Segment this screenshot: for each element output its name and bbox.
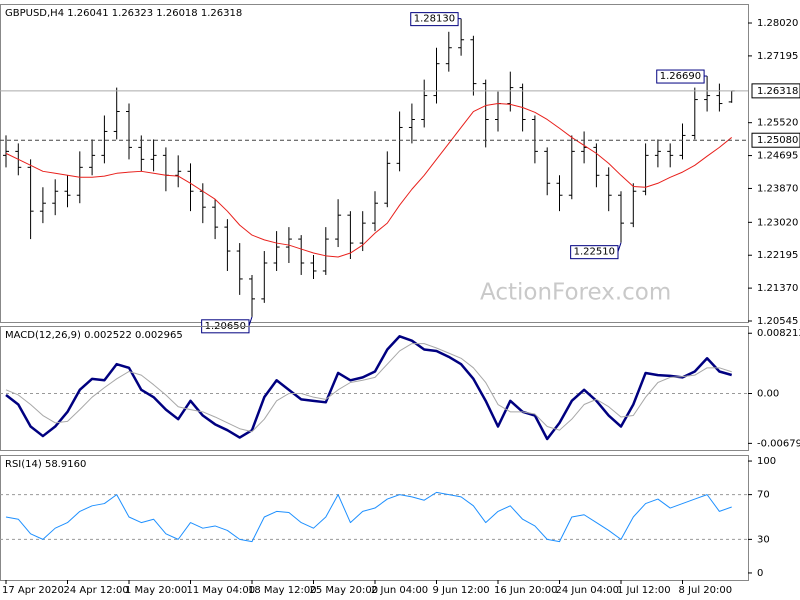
panel-title: MACD(12,26,9) 0.002522 0.002965 xyxy=(5,330,183,341)
panel-frame xyxy=(0,326,749,451)
x-tick-label: 16 Jun 20:00 xyxy=(494,585,558,596)
y-tick-label: 1.23870 xyxy=(757,183,798,194)
price-label-box xyxy=(751,83,800,99)
series-line xyxy=(5,335,733,441)
price-label: 1.26318 xyxy=(757,86,798,97)
x-tick-label: 8 Jul 20:00 xyxy=(679,585,733,596)
x-tick-label: 18 May 12:00 xyxy=(248,585,317,596)
y-tick-label: -0.006796 xyxy=(757,438,800,449)
y-tick-label: 0.008213 xyxy=(757,328,800,339)
x-tick-label: 1 May 20:00 xyxy=(125,585,187,596)
price-label: 1.25080 xyxy=(757,135,798,146)
panel-title: RSI(14) 58.9160 xyxy=(5,459,86,470)
watermark: ActionForex.com xyxy=(480,280,671,306)
y-tick-label: 1.22195 xyxy=(757,250,798,261)
annotation-leader xyxy=(617,242,622,252)
y-tick-label: 1.23020 xyxy=(757,217,798,228)
annotation-label: 1.28130 xyxy=(414,14,455,25)
series-line xyxy=(5,103,733,258)
annotation-label: 1.26690 xyxy=(660,71,701,82)
price-label-box xyxy=(751,132,800,148)
x-tick-label: 17 Apr 2020 xyxy=(2,585,64,596)
y-tick-label: 100 xyxy=(757,456,776,467)
x-tick-label: 25 May 20:00 xyxy=(310,585,379,596)
y-tick-label: 0.00 xyxy=(757,389,779,400)
y-tick-label: 30 xyxy=(757,534,770,545)
y-tick-label: 1.21370 xyxy=(757,283,798,294)
annotation-box xyxy=(570,245,619,260)
y-tick-label: 1.24695 xyxy=(757,151,798,162)
x-tick-label: 11 May 04:00 xyxy=(187,585,256,596)
panel-frame xyxy=(0,4,749,323)
y-tick-label: 1.28020 xyxy=(757,18,798,29)
y-tick-label: 0 xyxy=(757,568,763,579)
x-tick-label: 2 Jun 04:00 xyxy=(371,585,428,596)
x-tick-label: 24 Apr 12:00 xyxy=(64,585,129,596)
y-tick-label: 1.25520 xyxy=(757,118,798,129)
x-tick-label: 9 Jun 12:00 xyxy=(433,585,490,596)
x-tick-label: 24 Jun 04:00 xyxy=(556,585,620,596)
annotation-leader xyxy=(248,316,253,326)
series-line xyxy=(5,343,732,433)
y-tick-label: 1.27195 xyxy=(757,51,798,62)
panel-title: GBPUSD,H4 1.26041 1.26323 1.26018 1.2631… xyxy=(5,8,242,19)
y-tick-label: 70 xyxy=(757,490,770,501)
x-tick-label: 1 Jul 12:00 xyxy=(617,585,671,596)
y-tick-label: 1.20545 xyxy=(757,316,798,327)
series-line xyxy=(5,491,732,543)
annotation-label: 1.22510 xyxy=(574,247,615,258)
